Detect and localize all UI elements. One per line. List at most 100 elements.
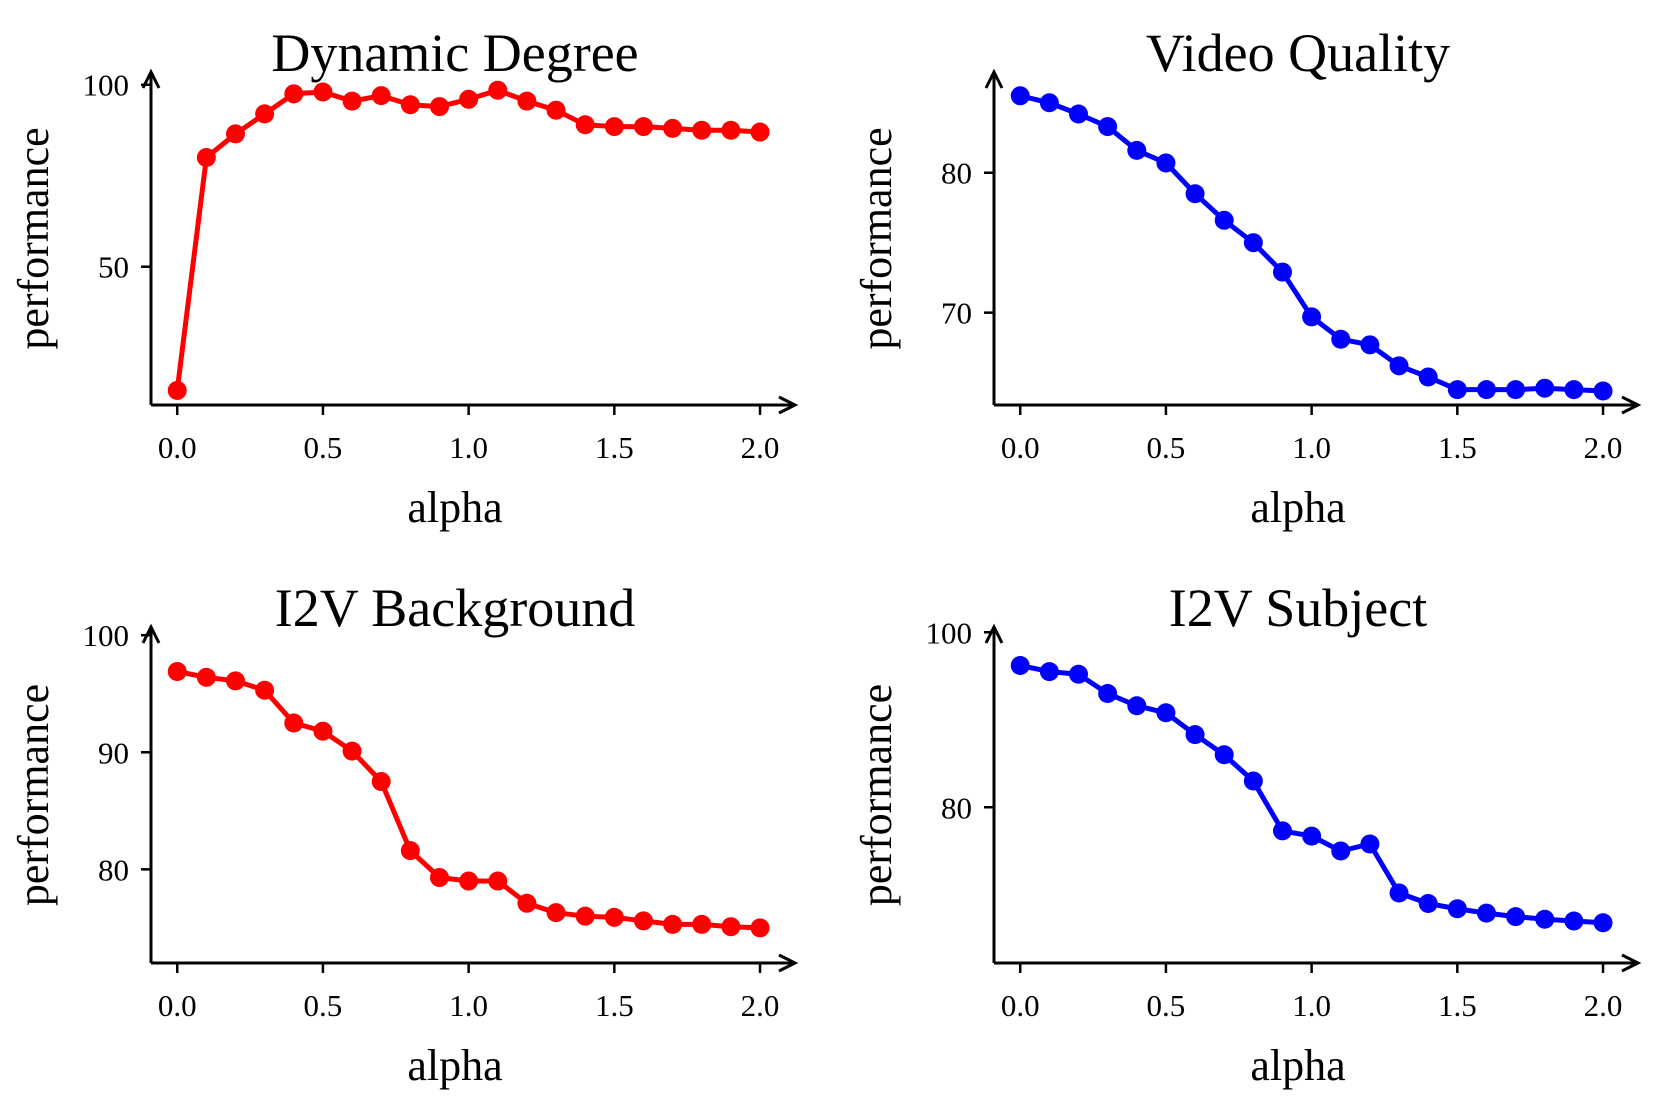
x-axis-label: alpha <box>407 1041 502 1090</box>
data-point <box>1535 378 1555 398</box>
x-tick-label: 2.0 <box>741 430 780 465</box>
x-tick-label: 0.5 <box>304 430 343 465</box>
data-point <box>400 95 420 115</box>
x-tick-label: 1.0 <box>449 988 488 1023</box>
y-tick-label: 50 <box>98 250 129 285</box>
y-tick-label: 100 <box>83 68 130 103</box>
data-point <box>750 122 770 142</box>
data-point <box>400 841 420 861</box>
data-point <box>196 148 216 168</box>
data-point <box>1360 834 1380 854</box>
y-tick-label: 80 <box>941 156 972 191</box>
x-tick-label: 0.5 <box>1147 988 1186 1023</box>
x-tick-label: 0.5 <box>304 988 343 1023</box>
x-tick-label: 1.0 <box>1292 430 1331 465</box>
x-axis-label: alpha <box>407 483 502 532</box>
data-point <box>1564 911 1584 931</box>
data-point <box>1506 380 1526 400</box>
y-axis-arrow <box>984 68 1004 89</box>
data-point <box>546 100 566 120</box>
data-point <box>692 914 712 934</box>
data-point <box>750 918 770 938</box>
data-point <box>1476 903 1496 923</box>
data-point <box>633 911 653 931</box>
y-tick-label: 80 <box>98 852 129 887</box>
x-tick-label: 2.0 <box>1584 988 1623 1023</box>
data-point <box>1389 356 1409 376</box>
data-point <box>1272 262 1292 282</box>
data-point <box>1447 380 1467 400</box>
data-point <box>1564 380 1584 400</box>
x-tick-label: 0.0 <box>1001 430 1040 465</box>
data-point <box>429 868 449 888</box>
data-point <box>1010 656 1030 675</box>
x-axis-label: alpha <box>1250 1041 1345 1090</box>
x-axis-arrow <box>1621 395 1642 415</box>
data-point <box>371 772 391 792</box>
data-point <box>1418 367 1438 387</box>
y-axis-label: performance <box>9 127 58 349</box>
data-point <box>1156 153 1176 173</box>
data-point <box>255 104 275 124</box>
data-point <box>604 907 624 927</box>
series-line <box>1019 663 1604 926</box>
data-point <box>488 80 508 100</box>
y-axis-arrow <box>141 68 161 89</box>
data-point <box>546 903 566 923</box>
x-tick-label: 1.0 <box>1292 988 1331 1023</box>
chart-title: I2V Subject <box>1169 578 1427 638</box>
data-point <box>488 871 508 891</box>
data-point <box>721 917 741 937</box>
y-axis-arrow <box>984 623 1004 644</box>
data-point <box>226 671 246 691</box>
x-tick-label: 1.5 <box>595 430 634 465</box>
data-point <box>1331 329 1351 349</box>
data-point <box>1476 380 1496 400</box>
y-axis-label: performance <box>852 684 901 906</box>
data-point <box>1069 104 1089 124</box>
chart-title: Video Quality <box>1146 23 1450 83</box>
data-point <box>1039 93 1059 113</box>
x-tick-label: 2.0 <box>1584 430 1623 465</box>
data-point <box>663 914 683 934</box>
x-tick-label: 2.0 <box>741 988 780 1023</box>
data-point <box>517 893 537 913</box>
data-point <box>1127 696 1147 716</box>
data-point <box>575 115 595 135</box>
data-point <box>1506 907 1526 927</box>
y-tick-label: 80 <box>941 790 972 825</box>
chart-title: Dynamic Degree <box>271 23 638 83</box>
chart-title: I2V Background <box>275 578 635 638</box>
data-point <box>1360 335 1380 355</box>
data-point <box>226 124 246 144</box>
data-point <box>1389 883 1409 903</box>
subplot-2: 0.0 0.5 1.0 1.5 2.0 70 80 Video Quality alpha per… <box>852 23 1642 532</box>
data-point <box>429 97 449 117</box>
data-point <box>663 118 683 138</box>
x-axis-arrow <box>778 395 799 415</box>
series-line <box>1019 93 1604 394</box>
data-point <box>196 667 216 687</box>
data-point <box>692 120 712 140</box>
y-tick-label: 100 <box>83 618 130 653</box>
data-point <box>517 91 537 111</box>
data-point <box>1302 307 1322 327</box>
data-point <box>167 380 187 400</box>
data-point <box>284 84 304 104</box>
data-point <box>167 661 187 681</box>
x-tick-label: 1.0 <box>449 430 488 465</box>
x-tick-label: 1.5 <box>1438 988 1477 1023</box>
x-tick-label: 1.5 <box>595 988 634 1023</box>
data-point <box>1243 233 1263 253</box>
data-point <box>1331 841 1351 861</box>
subplot-1: 0.0 0.5 1.0 1.5 2.0 50 100 Dynamic Degree alpha p… <box>9 23 799 532</box>
x-tick-label: 0.0 <box>158 988 197 1023</box>
data-point <box>313 721 333 741</box>
data-point <box>342 91 362 111</box>
data-point <box>1127 140 1147 160</box>
x-tick-label: 1.5 <box>1438 430 1477 465</box>
data-point <box>1214 745 1234 765</box>
data-point <box>1039 662 1059 682</box>
y-axis-label: performance <box>9 684 58 906</box>
